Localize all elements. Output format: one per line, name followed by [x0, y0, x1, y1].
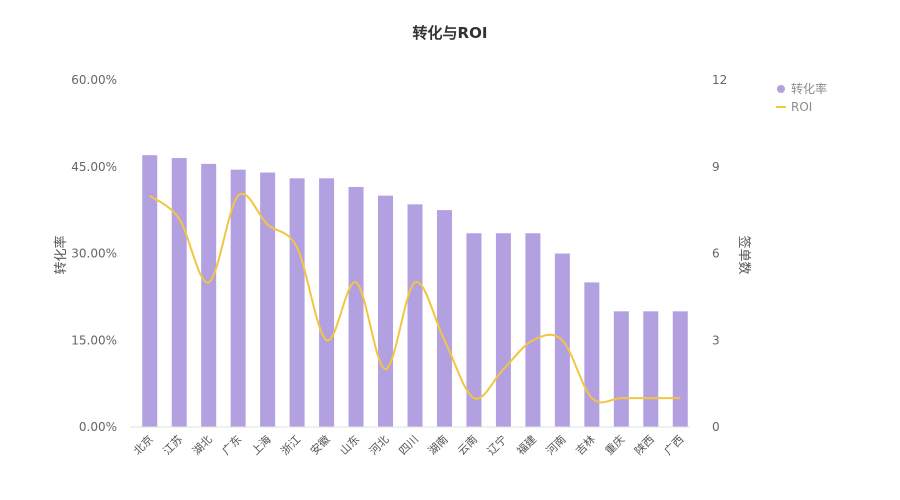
y2-tick-label: 12 — [712, 73, 727, 87]
x-tick-label: 上海 — [248, 432, 273, 457]
bar — [348, 186, 364, 427]
bar — [319, 178, 335, 427]
bar-series — [142, 155, 688, 427]
legend: 转化率 ROI — [776, 81, 827, 114]
y-tick-label: 0.00% — [79, 420, 117, 434]
x-tick-label: 河南 — [544, 433, 569, 458]
x-tick-label: 福建 — [514, 432, 539, 457]
chart-title: 转化与ROI — [413, 24, 488, 42]
y-tick-label: 15.00% — [71, 333, 117, 347]
bar — [584, 282, 600, 427]
bar — [378, 195, 394, 427]
x-tick-label: 浙江 — [278, 433, 303, 458]
bar — [643, 311, 659, 427]
x-tick-label: 云南 — [455, 433, 480, 458]
x-tick-label: 江苏 — [161, 433, 186, 458]
x-tick-label: 河北 — [367, 433, 392, 458]
x-tick-label: 安徽 — [307, 432, 332, 457]
x-tick-label: 吉林 — [573, 432, 598, 457]
bar — [613, 311, 629, 427]
y2-tick-label: 9 — [712, 160, 720, 174]
roi-line — [149, 192, 681, 404]
bar — [201, 163, 217, 427]
bar — [142, 155, 158, 427]
bar — [260, 172, 276, 427]
bar — [171, 158, 187, 427]
bar — [495, 233, 511, 427]
y-tick-label: 60.00% — [71, 73, 117, 87]
y2-tick-label: 6 — [712, 247, 720, 261]
x-tick-label: 北京 — [130, 432, 155, 457]
x-tick-label: 重庆 — [602, 432, 627, 457]
bar — [466, 233, 482, 427]
y2-tick-label: 0 — [712, 420, 720, 434]
x-tick-label: 四川 — [396, 433, 421, 458]
x-tick-label: 广东 — [220, 433, 245, 458]
bar — [525, 233, 541, 427]
x-tick-label: 广西 — [662, 433, 687, 458]
legend-label-bar: 转化率 — [791, 81, 827, 96]
x-tick-label: 湖北 — [190, 433, 215, 458]
bar — [289, 178, 305, 427]
bar — [672, 311, 688, 427]
left-axis-ticks: 0.00% 15.00% 30.00% 45.00% 60.00% — [71, 73, 117, 434]
bar — [230, 169, 246, 427]
y2-axis-title: 签单数 — [736, 235, 752, 274]
y-axis-title: 转化率 — [53, 235, 69, 274]
x-tick-label: 陕西 — [631, 432, 656, 457]
bar — [407, 204, 423, 427]
x-tick-label: 辽宁 — [484, 432, 509, 457]
legend-label-line: ROI — [791, 100, 812, 114]
y2-tick-label: 3 — [712, 333, 720, 347]
legend-dot-icon — [777, 85, 785, 93]
x-tick-label: 山东 — [337, 433, 362, 458]
y-tick-label: 30.00% — [71, 247, 117, 261]
y-tick-label: 45.00% — [71, 160, 117, 174]
bar — [436, 210, 452, 427]
category-labels: 北京 江苏 湖北 广东 上海 浙江 安徽 山东 河北 四川 湖南 云南 辽宁 福建 河南 吉林 重庆 陕西 广西 — [130, 432, 686, 457]
right-axis-ticks: 0 3 6 9 12 — [712, 73, 727, 434]
x-tick-label: 湖南 — [426, 433, 451, 458]
